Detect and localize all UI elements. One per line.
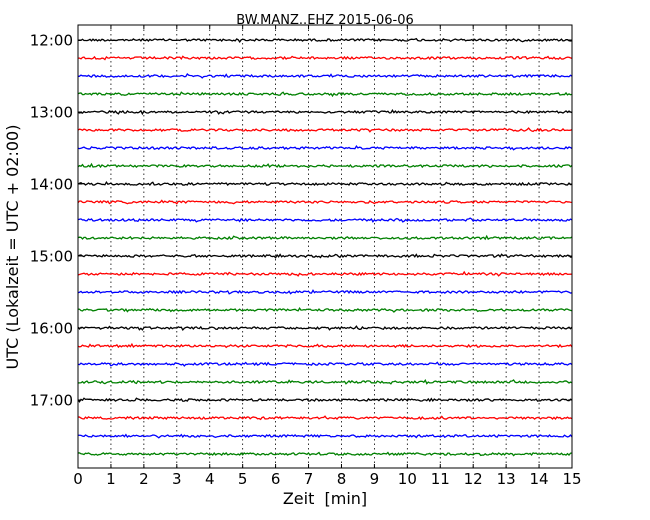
y-axis-ticks: 12:00 13:00 14:00 15:00 16:00 17:00 — [30, 32, 572, 410]
trace-1745 — [77, 451, 573, 457]
x-tick-label: 10 — [398, 470, 417, 488]
x-tick-label: 8 — [337, 470, 347, 488]
trace-1730 — [77, 433, 573, 439]
trace-1645 — [77, 378, 573, 385]
trace-1515 — [77, 270, 573, 277]
x-tick-label: 3 — [172, 470, 182, 488]
trace-1530 — [77, 289, 573, 295]
x-tick-label: 5 — [238, 470, 248, 488]
y-tick-label: 15:00 — [30, 248, 73, 266]
y-tick-label: 13:00 — [30, 104, 73, 122]
trace-1215 — [77, 55, 573, 61]
trace-1415 — [77, 199, 573, 205]
trace-1615 — [77, 342, 573, 349]
trace-lines — [77, 37, 573, 457]
trace-1445 — [77, 234, 573, 241]
trace-1300 — [77, 109, 573, 116]
trace-1545 — [77, 307, 573, 313]
trace-1430 — [77, 217, 573, 223]
x-tick-label: 7 — [304, 470, 314, 488]
trace-1700 — [77, 397, 573, 403]
y-tick-label: 12:00 — [30, 32, 73, 50]
y-tick-label: 17:00 — [30, 392, 73, 410]
plot-frame — [77, 24, 573, 469]
chart-title: BW.MANZ..EHZ 2015-06-06 — [236, 13, 414, 28]
y-tick-label: 16:00 — [30, 320, 73, 338]
trace-1345 — [77, 162, 573, 169]
trace-1330 — [77, 145, 573, 151]
x-axis-ticks: 0 1 2 3 4 5 6 7 8 9 10 11 12 13 14 15 — [73, 25, 582, 488]
trace-1600 — [77, 325, 573, 331]
x-tick-label: 0 — [73, 470, 83, 488]
y-axis-label: UTC (Lokalzeit = UTC + 02:00) — [3, 125, 22, 370]
x-tick-label: 14 — [530, 470, 549, 488]
x-tick-label: 11 — [431, 470, 450, 488]
y-tick-label: 14:00 — [30, 176, 73, 194]
x-tick-label: 4 — [205, 470, 215, 488]
vertical-gridlines — [110, 25, 540, 468]
x-tick-label: 6 — [271, 470, 281, 488]
x-tick-label: 13 — [497, 470, 516, 488]
trace-1630 — [77, 361, 573, 367]
x-tick-label: 9 — [370, 470, 380, 488]
trace-1315 — [77, 127, 573, 133]
x-tick-label: 2 — [139, 470, 149, 488]
x-tick-label: 1 — [106, 470, 116, 488]
trace-1715 — [77, 415, 573, 421]
x-axis-label: Zeit [min] — [283, 489, 367, 508]
x-tick-label: 12 — [464, 470, 483, 488]
trace-1245 — [77, 91, 573, 98]
x-tick-label: 15 — [562, 470, 581, 488]
trace-1230 — [77, 73, 573, 79]
trace-1500 — [77, 253, 573, 259]
trace-1400 — [77, 180, 573, 187]
trace-1200 — [77, 37, 573, 43]
